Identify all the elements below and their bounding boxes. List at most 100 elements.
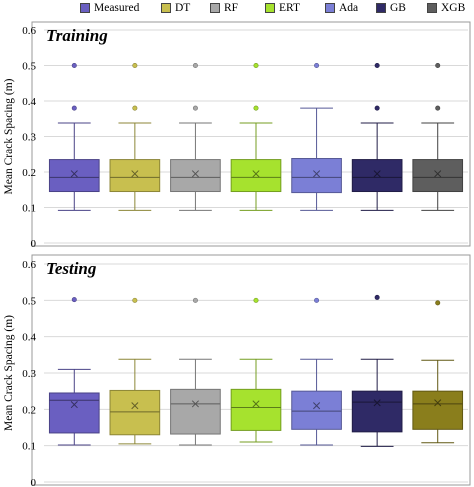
- mean-marker: [131, 170, 139, 178]
- legend-swatch: [376, 3, 386, 13]
- mean-marker: [191, 170, 199, 178]
- outlier-point: [132, 62, 138, 68]
- y-tick-label: 0.6: [22, 25, 36, 37]
- legend-label: Ada: [339, 2, 359, 14]
- outlier-point: [71, 105, 77, 111]
- legend-item-ert: ERT: [265, 1, 300, 15]
- box-rf: [170, 62, 221, 211]
- mean-marker: [131, 402, 139, 410]
- outlier-point: [374, 62, 380, 68]
- legend-swatch: [80, 3, 90, 13]
- y-tick-label: 0.6: [22, 259, 36, 271]
- box-ert: [230, 62, 282, 211]
- mean-marker: [373, 170, 381, 178]
- outlier-point: [374, 294, 380, 300]
- legend-label: ERT: [279, 2, 301, 14]
- outlier-point: [71, 297, 77, 303]
- y-tick-label: 0.1: [22, 441, 36, 453]
- box-body: [291, 158, 342, 194]
- box-body: [291, 390, 342, 430]
- outlier-point: [253, 62, 259, 68]
- mean-marker: [434, 399, 442, 407]
- chart-legend: Measured DT RF ERT Ada GB XGB: [0, 0, 474, 16]
- legend-swatch: [265, 3, 275, 13]
- mean-marker: [313, 402, 321, 410]
- legend-item-measured: Measured: [80, 1, 139, 15]
- y-tick-label: 0.2: [22, 404, 36, 416]
- y-tick-label: 0: [31, 477, 37, 487]
- box-rf: [170, 297, 221, 446]
- mean-marker: [191, 400, 199, 408]
- training-chart: 0 0.1 0.2 0.3 0.4 0.5 0.6 Mean Crack Spacing (m…: [3, 21, 471, 248]
- chart-title: Testing: [46, 259, 97, 278]
- box-ada: [291, 297, 342, 446]
- outlier-point: [253, 297, 259, 303]
- box-xgb: [412, 300, 464, 444]
- legend-label: RF: [224, 2, 239, 14]
- y-tick-label: 0.5: [22, 61, 36, 73]
- box-body: [412, 390, 464, 430]
- chart-frame: [31, 254, 471, 486]
- y-tick-label: 0.4: [22, 332, 36, 344]
- outlier-point: [71, 62, 77, 68]
- box-body: [48, 392, 100, 434]
- box-ert: [230, 297, 282, 443]
- y-tick-label: 0.2: [22, 167, 36, 179]
- mean-marker: [70, 401, 78, 409]
- box-body: [48, 159, 100, 193]
- box-ada: [291, 62, 342, 211]
- legend-swatch: [210, 3, 220, 13]
- box-body: [351, 390, 403, 433]
- mean-marker: [252, 400, 260, 408]
- legend-item-rf: RF: [210, 1, 238, 15]
- legend-label: DT: [175, 2, 191, 14]
- mean-marker: [70, 170, 78, 178]
- box-body: [170, 159, 221, 193]
- legend-swatch: [427, 3, 437, 13]
- outlier-point: [132, 105, 138, 111]
- legend-swatch: [325, 3, 335, 13]
- mean-marker: [434, 170, 442, 178]
- legend-label: XGB: [441, 2, 466, 14]
- mean-marker: [373, 399, 381, 407]
- outlier-point: [374, 105, 380, 111]
- box-gb: [351, 62, 403, 211]
- box-dt: [109, 62, 161, 211]
- box-measured: [48, 297, 100, 446]
- outlier-point: [435, 62, 441, 68]
- y-tick-label: 0.1: [22, 203, 36, 215]
- outlier-point: [192, 105, 198, 111]
- legend-item-dt: DT: [161, 1, 190, 15]
- legend-item-ada: Ada: [325, 1, 358, 15]
- box-body: [109, 389, 161, 436]
- outlier-point: [314, 297, 320, 303]
- box-body: [109, 159, 161, 193]
- outlier-point: [314, 62, 320, 68]
- box-gb: [351, 294, 403, 447]
- box-xgb: [412, 62, 464, 211]
- legend-label: Measured: [94, 2, 140, 14]
- mean-marker: [252, 170, 260, 178]
- outlier-point: [132, 297, 138, 303]
- box-body: [170, 388, 221, 435]
- box-body: [230, 388, 282, 431]
- legend-label: GB: [390, 2, 406, 14]
- box-body: [351, 159, 403, 193]
- y-axis-label: Mean Crack Spacing (m): [3, 315, 15, 431]
- testing-chart: 0 0.1 0.2 0.3 0.4 0.5 0.6 Mean Crack Spacing (m…: [3, 254, 471, 487]
- y-tick-label: 0.4: [22, 96, 36, 108]
- y-tick-label: 0: [31, 238, 37, 248]
- outlier-point: [192, 62, 198, 68]
- y-tick-label: 0.3: [22, 368, 36, 380]
- y-axis-label: Mean Crack Spacing (m): [3, 78, 15, 194]
- legend-swatch: [161, 3, 171, 13]
- box-body: [412, 159, 464, 193]
- chart-frame: [31, 21, 471, 247]
- mean-marker: [313, 170, 321, 178]
- y-tick-label: 0.5: [22, 295, 36, 307]
- box-body: [230, 159, 282, 193]
- legend-item-xgb: XGB: [427, 1, 465, 15]
- outlier-point: [435, 300, 441, 306]
- outlier-point: [192, 297, 198, 303]
- box-dt: [109, 297, 161, 445]
